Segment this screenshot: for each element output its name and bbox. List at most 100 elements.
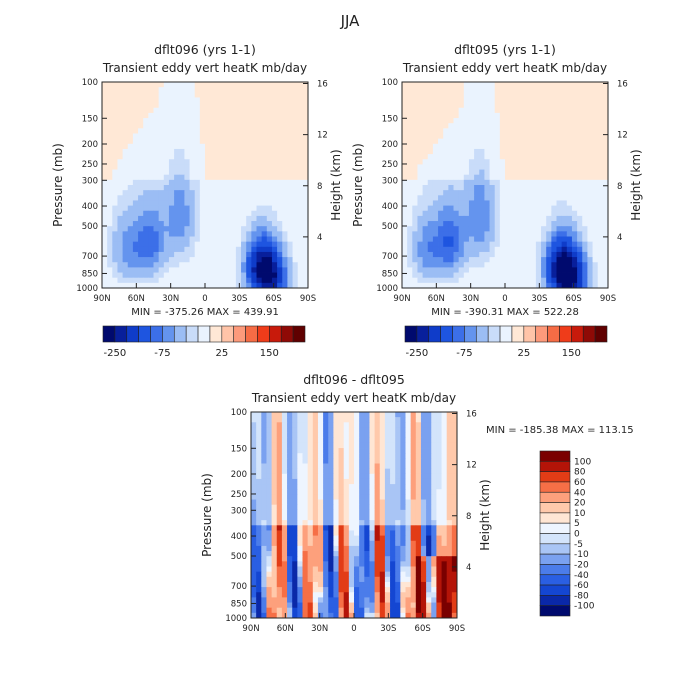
field-cell — [597, 112, 604, 119]
field-cell — [235, 210, 242, 217]
field-cell — [230, 159, 237, 165]
field-cell — [266, 154, 273, 160]
colorbar-box — [582, 325, 596, 343]
field-cell — [551, 123, 557, 129]
field-cell — [587, 148, 593, 155]
field-cell — [158, 97, 165, 103]
field-cell — [287, 133, 293, 140]
field-cell — [158, 112, 165, 119]
field-cell — [307, 597, 314, 603]
field-cell — [317, 484, 324, 490]
field-cell — [489, 226, 496, 232]
field-cell — [374, 478, 381, 485]
field-cell — [438, 262, 444, 268]
field-cell — [127, 231, 134, 237]
field-cell — [153, 277, 160, 284]
field-cell — [323, 504, 329, 511]
field-cell — [174, 231, 180, 237]
field-cell — [158, 87, 165, 93]
field-cell — [566, 251, 573, 258]
field-cell — [494, 236, 501, 243]
field-cell — [369, 612, 375, 619]
field-cell — [571, 251, 578, 258]
field-cell — [431, 442, 437, 449]
field-cell — [448, 226, 454, 232]
field-cell — [458, 195, 465, 201]
colorbar-box — [547, 325, 560, 343]
field-cell — [510, 226, 516, 232]
field-cell — [292, 535, 298, 542]
field-cell — [474, 205, 480, 212]
field-cell — [143, 190, 149, 196]
field-cell — [266, 200, 273, 206]
field-cell — [292, 545, 298, 552]
field-cell — [431, 509, 437, 516]
field-cell — [117, 143, 123, 150]
field-cell — [225, 112, 232, 119]
field-cell — [282, 97, 288, 103]
field-cell — [158, 190, 165, 196]
field-cell — [395, 571, 401, 578]
field-cell — [292, 530, 298, 536]
field-cell — [230, 143, 237, 150]
field-cell — [410, 489, 417, 495]
field-cell — [571, 200, 578, 206]
field-cell — [271, 267, 278, 273]
field-cell — [215, 174, 221, 181]
y-tick-label: 300 — [82, 176, 98, 186]
field-cell — [451, 448, 458, 454]
field-cell — [489, 236, 496, 243]
field-cell — [407, 226, 413, 232]
right-tick-label: 8 — [466, 512, 471, 522]
field-cell — [446, 412, 453, 418]
field-cell — [328, 597, 334, 603]
field-cell — [117, 272, 123, 279]
field-cell — [463, 87, 470, 93]
field-cell — [184, 87, 190, 93]
field-cell — [168, 282, 175, 289]
field-cell — [287, 251, 293, 258]
field-cell — [225, 236, 232, 243]
field-cell — [597, 174, 604, 181]
field-cell — [448, 272, 454, 279]
field-cell — [307, 551, 314, 557]
field-cell — [210, 257, 216, 263]
field-cell — [566, 164, 573, 170]
field-cell — [266, 221, 273, 227]
field-cell — [281, 489, 288, 495]
field-cell — [292, 468, 298, 475]
field-cell — [474, 174, 480, 181]
field-cell — [451, 556, 458, 562]
field-cell — [302, 118, 309, 124]
field-cell — [343, 576, 350, 583]
field-cell — [266, 453, 272, 459]
field-cell — [271, 442, 278, 449]
field-cell — [556, 231, 563, 237]
field-cell — [463, 169, 470, 176]
field-cell — [420, 561, 427, 567]
field-cell — [328, 504, 334, 511]
field-cell — [307, 571, 314, 578]
field-cell — [297, 417, 303, 423]
field-cell — [431, 515, 437, 521]
field-cell — [256, 520, 262, 526]
y-axis-label: Pressure (mb) — [51, 143, 65, 227]
field-cell — [348, 422, 355, 428]
field-cell — [453, 123, 460, 129]
field-cell — [515, 118, 521, 124]
field-cell — [395, 587, 401, 593]
field-cell — [205, 226, 211, 232]
colorbar-label: 25 — [517, 348, 530, 359]
field-cell — [302, 494, 309, 500]
field-cell — [592, 169, 599, 176]
field-cell — [132, 123, 139, 129]
field-cell — [148, 267, 154, 273]
field-cell — [158, 133, 165, 140]
field-cell — [443, 154, 449, 160]
field-cell — [189, 107, 196, 114]
field-cell — [412, 257, 418, 263]
field-cell — [468, 267, 475, 273]
field-cell — [494, 92, 501, 98]
field-cell — [384, 417, 391, 423]
field-cell — [407, 200, 413, 206]
